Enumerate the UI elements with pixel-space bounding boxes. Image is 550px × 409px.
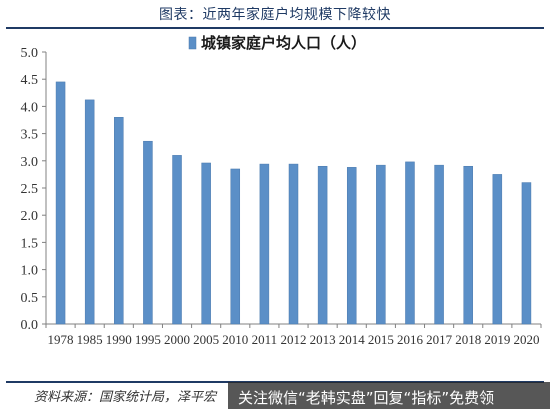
source-note: 资料来源：国家统计局，泽平宏	[34, 390, 217, 405]
bar-2013	[317, 165, 328, 325]
x-tick-label: 2019	[484, 332, 510, 347]
x-tick-label: 2010	[222, 332, 248, 347]
figure-title: 图表：近两年家庭户均规模下降较快	[159, 7, 391, 23]
bar-2015	[376, 164, 386, 325]
bar-1990	[114, 117, 124, 325]
x-tick-label: 2018	[455, 332, 481, 347]
watermark-text: 关注微信“老韩实盘”回复“指标”免费领	[238, 389, 495, 407]
y-tick-label: 3.0	[21, 155, 39, 170]
x-tick-label: 2013	[310, 332, 336, 347]
x-tick-label: 1985	[77, 332, 103, 347]
figure-header: 图表：近两年家庭户均规模下降较快	[0, 0, 550, 29]
bar-2010	[230, 168, 241, 325]
y-tick-label: 2.0	[21, 209, 39, 224]
bar-1978	[55, 81, 66, 325]
bar-1985	[84, 99, 95, 325]
bar-2020	[521, 182, 532, 325]
y-tick-label: 2.5	[21, 182, 39, 197]
legend-swatch	[188, 36, 197, 50]
bar-2011	[259, 163, 270, 325]
x-tick-label: 2017	[426, 332, 453, 347]
bar-2016	[405, 161, 415, 325]
x-tick-label: 2012	[281, 332, 307, 347]
bar-2012	[288, 163, 299, 325]
bar-2000	[172, 155, 182, 325]
y-tick-label: 1.0	[21, 264, 39, 279]
x-tick-label: 2014	[339, 332, 366, 347]
y-tick-label: 4.5	[21, 73, 39, 88]
x-tick-label: 1995	[135, 332, 161, 347]
x-tick-label: 1978	[48, 332, 74, 347]
y-tick-label: 0.5	[21, 291, 39, 306]
x-tick-label: 2020	[513, 332, 539, 347]
bar-2014	[346, 167, 357, 325]
x-tick-label: 2011	[252, 332, 278, 347]
x-tick-label: 2005	[193, 332, 219, 347]
bar-2005	[201, 162, 211, 325]
y-tick-label: 3.5	[21, 128, 39, 143]
legend-label: 城镇家庭户均人口（人）	[201, 34, 366, 52]
bar-2019	[492, 174, 503, 325]
bar-2017	[434, 164, 444, 325]
y-tick-label: 1.5	[21, 236, 39, 251]
header-divider	[6, 27, 544, 29]
bar-1995	[143, 140, 153, 325]
y-tick-label: 5.0	[21, 46, 39, 61]
bar-chart: 城镇家庭户均人口（人） 0.0 0.5 1.0 1.5 2.0 2.5 3.0 3.5 4.0 4.…	[21, 34, 542, 347]
x-tick-label: 1990	[106, 332, 132, 347]
watermark-banner: 关注微信“老韩实盘”回复“指标”免费领	[228, 382, 550, 409]
y-tick-label: 4.0	[21, 100, 39, 115]
bar-2018	[463, 165, 473, 325]
x-tick-label: 2016	[397, 332, 424, 347]
x-tick-label: 2000	[164, 332, 190, 347]
y-tick-label: 0.0	[21, 318, 39, 333]
x-tick-label: 2015	[368, 332, 394, 347]
